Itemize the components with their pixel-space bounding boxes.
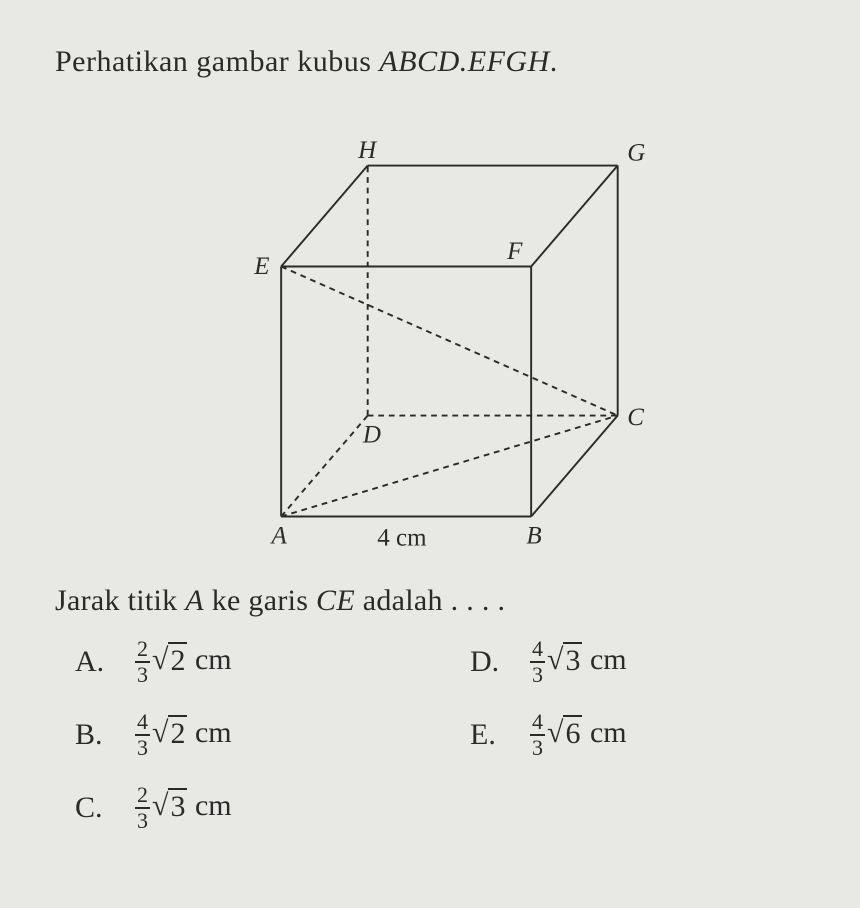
prompt-pre: Jarak titik — [55, 584, 185, 617]
option-c-letter: C. — [75, 791, 115, 825]
prompt-a: A — [185, 584, 204, 617]
option-c: C. 23√3 cm — [75, 784, 410, 832]
option-a-letter: A. — [75, 645, 115, 679]
svg-text:F: F — [506, 238, 523, 265]
svg-text:C: C — [627, 404, 644, 431]
sqrt: √2 — [152, 642, 187, 678]
svg-text:E: E — [253, 253, 269, 280]
option-c-value: 23√3 cm — [135, 784, 232, 832]
option-a: A. 23√2 cm — [75, 638, 410, 686]
intro-end: . — [550, 45, 558, 78]
prompt-mid2: ke garis — [204, 584, 316, 617]
fraction: 23 — [135, 638, 150, 686]
option-b-letter: B. — [75, 718, 115, 752]
svg-text:H: H — [357, 137, 378, 164]
option-e-letter: E. — [470, 718, 510, 752]
sqrt: √3 — [547, 642, 582, 678]
fraction: 43 — [135, 711, 150, 759]
option-d: D. 43√3 cm — [470, 638, 805, 686]
svg-text:D: D — [362, 421, 381, 448]
prompt-text: Jarak titik A ke garis CE adalah . . . . — [55, 584, 805, 618]
prompt-post: adalah . . . . — [355, 584, 505, 617]
option-a-value: 23√2 cm — [135, 638, 232, 686]
option-d-value: 43√3 cm — [530, 638, 627, 686]
cube-svg: A B C D E F G H 4 cm — [185, 89, 685, 569]
option-b: B. 43√2 cm — [75, 711, 410, 759]
fraction: 23 — [135, 784, 150, 832]
svg-text:G: G — [627, 140, 645, 167]
intro-italic: ABCD.EFGH — [379, 45, 549, 78]
fraction: 43 — [530, 711, 545, 759]
svg-text:A: A — [270, 522, 288, 549]
options-grid: A. 23√2 cm D. 43√3 cm B. 43√2 cm E. 43√6… — [55, 638, 805, 832]
intro-text: Perhatikan gambar kubus — [55, 45, 379, 78]
sqrt: √3 — [152, 788, 187, 824]
edge-length-label: 4 cm — [377, 524, 427, 551]
fraction: 43 — [530, 638, 545, 686]
question-intro: Perhatikan gambar kubus ABCD.EFGH. — [55, 45, 805, 79]
svg-text:B: B — [526, 522, 541, 549]
option-e: E. 43√6 cm — [470, 711, 805, 759]
option-e-value: 43√6 cm — [530, 711, 627, 759]
prompt-ce: CE — [316, 584, 355, 617]
option-b-value: 43√2 cm — [135, 711, 232, 759]
option-d-letter: D. — [470, 645, 510, 679]
sqrt: √6 — [547, 715, 582, 751]
cube-diagram: A B C D E F G H 4 cm — [185, 89, 685, 569]
sqrt: √2 — [152, 715, 187, 751]
